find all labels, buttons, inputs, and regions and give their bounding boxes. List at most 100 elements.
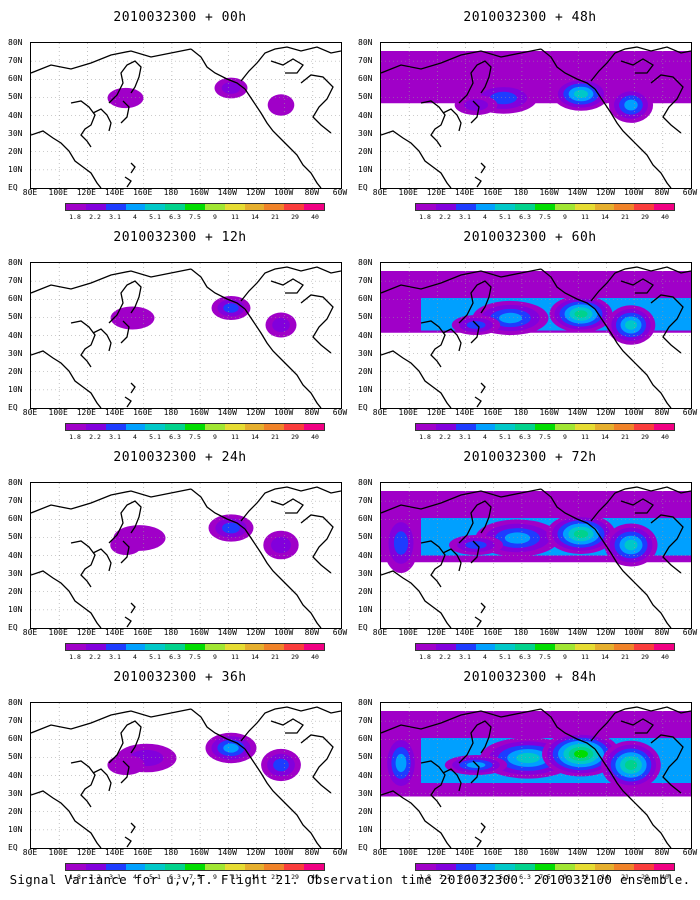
variance-contour (107, 87, 144, 109)
colorbar-label: 1.8 (419, 653, 431, 661)
latitude-tick-label: 70N (8, 496, 23, 506)
variance-contour (490, 91, 517, 105)
coastline (442, 328, 462, 352)
latitude-tick-label: 30N (358, 348, 373, 358)
colorbar-swatch (264, 864, 285, 870)
colorbar-label: 29 (641, 213, 649, 221)
longitude-tick-label: 100E (48, 848, 68, 857)
colorbar-label: 9 (563, 213, 567, 221)
latitude-tick-label: 80N (8, 698, 23, 707)
colorbar-swatch (284, 424, 305, 430)
latitude-tick-label: 70N (8, 276, 23, 286)
colorbar-swatch (105, 644, 126, 650)
colorbar-labels: 1.8 2.2 3.1 4 5.1 6.3 7.5 9 11 14 21 29 40 (415, 433, 675, 442)
longitude-axis: 80E 100E 120E 140E 160E 180 160W 140W 120W 100W 80… (360, 188, 700, 200)
latitude-tick-label: 60N (8, 294, 23, 304)
colorbar-swatch (165, 204, 186, 210)
longitude-tick-label: 80E (22, 408, 38, 417)
longitude-tick-label: 100E (48, 408, 68, 417)
coastline (240, 46, 341, 82)
colorbar-swatch (435, 204, 456, 210)
colorbar-swatch (614, 644, 635, 650)
latitude-tick-label: 60N (358, 294, 373, 304)
colorbar-swatch (435, 644, 456, 650)
longitude-tick-label: 120W (245, 848, 266, 857)
panel-title: 2010032300 + 00h (113, 10, 247, 25)
colorbar-label: 9 (213, 653, 217, 661)
latitude-tick-label: 20N (358, 806, 373, 816)
colorbar-swatch (535, 644, 555, 650)
colorbar-swatch (125, 204, 146, 210)
colorbar-labels: 1.8 2.2 3.1 4 5.1 6.3 7.5 9 11 14 21 29 40 (65, 213, 325, 222)
coastline (92, 548, 112, 572)
longitude-tick-label: 140E (454, 848, 475, 857)
variance-contour (516, 752, 540, 764)
map-svg (31, 703, 341, 848)
colorbar-label: 4 (483, 213, 487, 221)
colorbar-label: 5.1 (499, 213, 511, 221)
longitude-tick-label: 60W (332, 408, 348, 417)
colorbar-swatch (594, 424, 615, 430)
colorbar-labels: 1.8 2.2 3.1 4 5.1 6.3 7.5 9 11 14 21 29 40 (65, 873, 325, 882)
colorbar-label: 40 (311, 653, 319, 661)
colorbar-label: 7.5 (189, 213, 201, 221)
colorbar-swatch (594, 864, 615, 870)
colorbar-label: 40 (311, 213, 319, 221)
map-plot-area (30, 482, 342, 629)
longitude-tick-label: 100E (48, 628, 68, 637)
colorbar-swatch (224, 204, 245, 210)
colorbar-label: 2.2 (89, 433, 101, 441)
colorbar-label: 3.1 (459, 213, 471, 221)
coastline (120, 760, 130, 784)
colorbar-swatch (224, 424, 245, 430)
colorbar-swatch (535, 204, 555, 210)
latitude-tick-label: EQ (358, 843, 368, 852)
colorbar-label: 40 (661, 213, 669, 221)
variance-contour (272, 317, 290, 333)
variance-contour (573, 529, 589, 539)
coastline (590, 706, 691, 742)
colorbar-label: 21 (621, 433, 629, 441)
colorbar-label: 9 (563, 873, 567, 881)
longitude-tick-label: 140E (104, 628, 125, 637)
colorbar-label: 3.1 (109, 653, 121, 661)
colorbar-swatch (614, 204, 635, 210)
longitude-tick-label: 160W (189, 408, 209, 417)
longitude-tick-label: 80W (654, 188, 670, 197)
latitude-tick-label: 80N (358, 698, 373, 707)
coastline (474, 616, 482, 628)
colorbar-label: 2.2 (439, 873, 451, 881)
figure-caption: Signal Variance for u,v,T. Flight 21. Ob… (9, 872, 691, 887)
variance-contour (393, 531, 409, 555)
colorbar-swatch (515, 424, 536, 430)
coastline (70, 540, 96, 588)
map-panel: 2010032300 + 60h 80N 70N 60N 50N 40N 30N 20N 10N… (358, 226, 700, 442)
variance-contour (223, 303, 239, 313)
colorbar-swatch (264, 204, 285, 210)
colorbar-label: 21 (621, 653, 629, 661)
longitude-tick-label: 140W (567, 628, 587, 637)
colorbar-label: 4 (483, 653, 487, 661)
coastline (130, 382, 136, 394)
latitude-tick-label: 30N (358, 128, 373, 138)
coastline (442, 108, 462, 132)
longitude-tick-label: 140W (567, 848, 587, 857)
map-plot-area (380, 702, 692, 849)
coastline (31, 790, 102, 848)
coastline (124, 396, 132, 408)
colorbar-label: 3.1 (459, 873, 471, 881)
coastline (270, 498, 304, 514)
colorbar-label: 7.5 (189, 653, 201, 661)
colorbar-label: 14 (601, 873, 609, 881)
coastline (420, 760, 446, 808)
colorbar-swatch (495, 424, 516, 430)
coastline (381, 268, 542, 294)
colorbar-swatch (515, 644, 536, 650)
colorbar-swatch (475, 644, 496, 650)
colorbar-label: 29 (291, 213, 299, 221)
coastline (244, 748, 322, 848)
colorbar-swatch (145, 864, 166, 870)
coastline (470, 760, 480, 784)
colorbar-swatch (284, 864, 305, 870)
coastline (124, 836, 132, 848)
